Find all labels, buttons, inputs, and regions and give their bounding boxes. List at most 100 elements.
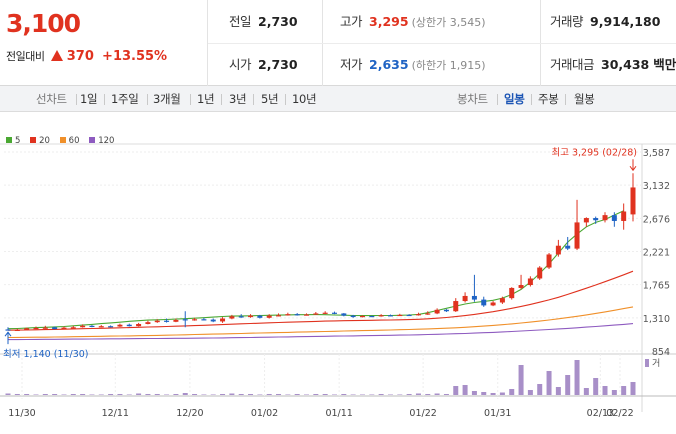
volume-bar [98, 394, 104, 395]
volume-bar [611, 390, 617, 395]
ma-legend: 5 20 60 120 [6, 136, 121, 146]
legend-label: 120 [98, 136, 115, 146]
candle-body [602, 215, 608, 221]
candlestick-chart[interactable]: 5 20 60 120 3,587 3,132 2,676 2,221 1,765 1,3… [0, 112, 676, 434]
candle-body [52, 327, 58, 330]
volume-bar [61, 394, 67, 395]
x-tick-label: 01/31 [484, 408, 511, 419]
candle-body [397, 314, 403, 317]
volume-bar [154, 394, 160, 395]
candle-body [89, 325, 95, 328]
volume-bar [201, 394, 207, 395]
volume-bar [33, 394, 39, 395]
tab-line-10y[interactable]: 10년 [292, 92, 317, 106]
candle-body [182, 319, 188, 321]
volume-bar [546, 371, 552, 395]
stat-value: 3,295 [369, 14, 409, 29]
quote-panel: 3,100 전일대비 370 +13.55% 전일 2,730 시가 2,730 고… [0, 0, 676, 86]
x-tick-label: 02/22 [606, 408, 633, 419]
ma60-line [7, 306, 634, 339]
y-tick-label: 1,310 [643, 314, 670, 325]
candle-body [98, 326, 104, 328]
volume-bar [425, 394, 431, 395]
volume-bar [238, 394, 244, 395]
candle-body [359, 315, 365, 318]
change-label: 전일대비 [6, 50, 45, 63]
volume-bar [621, 386, 627, 395]
volume-bar [145, 394, 151, 395]
candle-body [294, 314, 300, 316]
divider [531, 94, 532, 105]
tab-line-3m[interactable]: 3개월 [153, 92, 181, 106]
candle-body [453, 301, 459, 312]
stat-label: 거래량 [550, 14, 584, 29]
legend-ma60: 60 [59, 136, 80, 146]
tab-line-1y[interactable]: 1년 [197, 92, 215, 106]
candle-body [574, 222, 580, 249]
divider [190, 94, 191, 105]
volume-bar [276, 394, 282, 395]
candle-body [527, 278, 533, 286]
candle-body [378, 315, 384, 317]
volume-bar [341, 394, 347, 395]
stat-value: 2,635 [369, 57, 409, 72]
divider [253, 94, 254, 105]
candle-body [238, 316, 244, 318]
tab-candle-daily[interactable]: 일봉 [504, 92, 525, 106]
high-arrow-head [629, 165, 637, 172]
candle-body [42, 327, 48, 329]
volume-bar [434, 393, 440, 395]
candle-body [117, 324, 123, 327]
candle-body [350, 315, 356, 318]
tab-line-3y[interactable]: 3년 [229, 92, 247, 106]
tab-candle-weekly[interactable]: 주봉 [538, 92, 559, 106]
stat-label: 저가 [340, 57, 363, 72]
volume-bar [14, 394, 20, 395]
volume-bar [359, 394, 365, 395]
candle-body [248, 315, 254, 318]
candle-body [387, 315, 393, 317]
tab-line-chart[interactable]: 선차트 [36, 92, 67, 106]
legend-swatch [30, 137, 37, 143]
legend-swatch [6, 137, 12, 143]
candle-body [304, 314, 310, 316]
ma20-line [7, 270, 634, 331]
tab-line-1d[interactable]: 1일 [80, 92, 98, 106]
divider [147, 94, 148, 105]
candle-body [313, 313, 319, 315]
volume-bar [602, 386, 608, 395]
volume-bar [126, 394, 132, 395]
candle-body [154, 320, 160, 323]
lower-limit: (하한가 1,915) [411, 59, 486, 72]
volume-bar [630, 382, 636, 395]
volume-bar [574, 360, 580, 395]
volume-bar [182, 393, 188, 395]
divider [208, 43, 676, 44]
candle-body [220, 318, 226, 322]
divider [76, 94, 77, 105]
tab-line-1w[interactable]: 1주일 [111, 92, 139, 106]
high-annotation: 최고 3,295 (02/28) [551, 147, 637, 158]
tab-candle-monthly[interactable]: 월봉 [574, 92, 595, 106]
candle-body [565, 245, 571, 249]
y-tick-label: 3,132 [643, 181, 670, 192]
legend-label: 60 [68, 136, 80, 146]
volume-legend-swatch [645, 359, 649, 367]
tab-line-5y[interactable]: 5년 [261, 92, 279, 106]
price-box: 3,100 전일대비 370 +13.55% [0, 0, 208, 86]
candle-body [425, 313, 431, 315]
volume-bar [192, 394, 198, 395]
ma5-line [7, 210, 624, 330]
tab-candle-chart[interactable]: 봉차트 [457, 92, 488, 106]
candle-body [276, 315, 282, 317]
stat-prev-close: 전일 2,730 [229, 11, 298, 30]
stat-amount: 거래대금 30,438 백만 [550, 54, 676, 73]
volume-bar [527, 390, 533, 395]
volume-bar [5, 393, 11, 395]
x-tick-label: 11/30 [8, 408, 35, 419]
current-price: 3,100 [6, 9, 81, 38]
volume-bar [453, 386, 459, 395]
stat-volume: 거래량 9,914,180 [550, 11, 660, 30]
legend-label: 20 [39, 136, 50, 146]
